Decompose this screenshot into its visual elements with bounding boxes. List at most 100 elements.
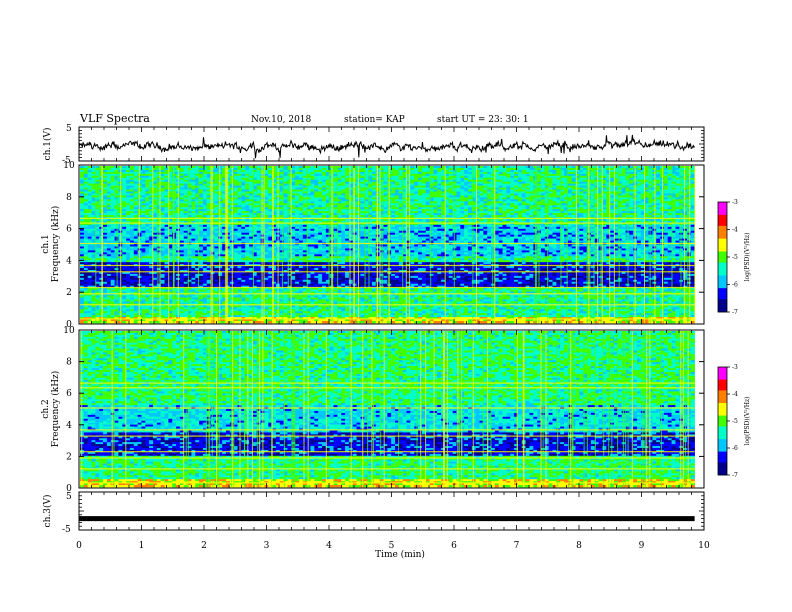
ch1-colorbar-tick-label: -5 <box>732 254 738 261</box>
ch2-colorbar-swatch <box>718 439 727 442</box>
ch1-colorbar-tick-label: -4 <box>732 227 738 234</box>
ch3-ytick-5: 5 <box>66 492 72 502</box>
ch1-colorbar-swatch <box>718 255 727 258</box>
ch2-spectrogram-streak <box>243 331 245 487</box>
ch1-colorbar-label: log(PSD)(V²/Hz) <box>744 233 751 282</box>
ch1-colorbar-swatch <box>718 266 727 269</box>
ch2-spectrogram-streak <box>284 331 286 487</box>
ch1-spectrogram-streak <box>654 166 656 323</box>
ch2-spectrogram-streak <box>259 331 261 487</box>
ch1-ytick-neg5: -5 <box>62 156 71 166</box>
ch1-spectrogram-streak <box>627 166 629 323</box>
x-tick-label: 7 <box>514 541 520 551</box>
ch1-waveform-line <box>78 134 695 159</box>
ch2-spectrogram-streak <box>646 331 648 487</box>
ch2-colorbar-swatch <box>718 457 727 460</box>
ch2-colorbar-swatch <box>718 473 727 476</box>
ch2-spectrogram-streak <box>542 331 544 487</box>
ch1-spectrogram-streak <box>168 166 170 323</box>
ch2-spectrogram-band-line <box>80 407 695 409</box>
ch2-spectrogram-streak <box>271 331 273 487</box>
ch1-spectrogram-streak <box>353 166 355 323</box>
ch2-colorbar-swatch <box>718 435 727 438</box>
ch2-spectrogram-streak <box>594 331 596 487</box>
ch2-spectrogram-streak <box>325 331 327 487</box>
ch1-spectrogram-streak <box>364 166 366 323</box>
ch1-spectrogram-streak <box>649 166 651 323</box>
ch2-colorbar-swatch <box>718 408 727 411</box>
ch1-spectrogram-streak <box>349 166 351 323</box>
ch1-spectrogram-streak <box>680 166 682 323</box>
ch1-colorbar-swatch <box>718 291 727 294</box>
ch2-spectrogram-streak <box>373 331 374 487</box>
ch2-spectrogram-band-line <box>80 457 695 459</box>
ch1-spectrogram-ytick-label: 2 <box>66 288 72 298</box>
ch1-colorbar-swatch <box>718 277 727 280</box>
ch1-spectrogram-streak <box>358 166 359 323</box>
ch2-spectrogram-streak <box>625 331 627 487</box>
ch1-colorbar-swatch <box>718 233 727 236</box>
ch1-spectrogram-streak <box>277 166 279 323</box>
ch1-colorbar-swatch <box>718 279 727 282</box>
ch2-colorbar-swatch <box>718 464 727 467</box>
chart-title: VLF Spectra <box>79 112 150 125</box>
ch2-colorbar-swatch <box>718 446 727 449</box>
ch1-spectrogram-streak <box>227 166 229 323</box>
ch1-spectrogram-ylabel-line1: ch.1 <box>41 234 51 253</box>
ch2-spectrogram-panel: 0 2 4 6 8 10 ch.2 Frequency (kHz) <box>41 326 705 494</box>
ch2-colorbar-swatch <box>718 381 727 384</box>
ch1-colorbar-swatch <box>718 231 727 234</box>
ch1-colorbar-swatch <box>718 236 727 239</box>
ch1-spectrogram-band-line <box>80 318 695 320</box>
ch1-colorbar-swatch <box>718 286 727 289</box>
ch1-spectrogram-streak <box>306 166 308 323</box>
ch1-colorbar-swatch <box>718 284 727 287</box>
ch1-spectrogram-streak <box>290 166 292 323</box>
ch3-waveform-frame <box>78 491 705 531</box>
ch1-spectrogram-streak <box>566 166 568 323</box>
ch2-spectrogram-streak <box>350 331 352 487</box>
ch1-colorbar-swatch <box>718 297 727 300</box>
ch2-spectrogram-streak <box>371 331 373 487</box>
ch2-spectrogram-streak <box>367 331 369 487</box>
ch1-colorbar-swatch <box>718 235 727 238</box>
ch2-spectrogram-streak <box>586 331 588 487</box>
ch1-spectrogram-streak <box>173 166 175 323</box>
ch2-spectrogram-streak <box>271 331 273 487</box>
ch2-spectrogram-ytick-label: 6 <box>66 389 72 399</box>
ch2-spectrogram-ylabel-line2: Frequency (kHz) <box>50 371 61 448</box>
ch2-spectrogram-streak <box>262 331 264 487</box>
ch1-spectrogram-ytick-label: 6 <box>66 225 72 235</box>
ch2-spectrogram-streak <box>205 331 207 487</box>
ch1-spectrogram-streak <box>226 166 227 323</box>
ch2-colorbar-swatch <box>718 458 727 461</box>
ch1-spectrogram-streak <box>593 166 595 323</box>
ch2-spectrogram-streak <box>185 331 187 487</box>
ch2-spectrogram-band-line <box>80 451 695 453</box>
ch1-colorbar-swatch <box>718 251 727 254</box>
x-tick-label: 5 <box>389 541 395 551</box>
ch1-spectrogram-streak <box>101 166 103 323</box>
ch1-spectrogram-streak <box>634 166 636 323</box>
ch2-spectrogram-streak <box>523 331 525 487</box>
ch1-colorbar-swatch <box>718 224 727 227</box>
ch2-spectrogram-streak <box>458 331 460 487</box>
ch2-spectrogram-streak <box>522 331 524 487</box>
ch2-spectrogram-streak <box>482 331 484 487</box>
ch2-spectrogram-streak <box>608 331 610 487</box>
ch2-spectrogram-streak <box>208 331 210 487</box>
ch2-spectrogram-band-line <box>80 429 695 431</box>
ch2-spectrogram-streak <box>216 331 217 487</box>
ch2-spectrogram-ytick-label: 8 <box>66 358 72 368</box>
ch2-spectrogram-streak <box>611 331 613 487</box>
ch1-colorbar-swatch <box>718 229 727 232</box>
ch2-spectrogram-streak <box>216 331 218 487</box>
ch1-spectrogram-streak <box>95 166 97 323</box>
ch2-colorbar-swatch <box>718 428 727 431</box>
ch1-colorbar-swatch <box>718 269 727 272</box>
ch1-colorbar-swatch <box>718 211 727 214</box>
ch2-spectrogram-ylabel-line1: ch.2 <box>41 399 51 418</box>
ch2-colorbar-swatch <box>718 397 727 400</box>
ch2-colorbar-swatch <box>718 433 727 436</box>
ch1-waveform-frame <box>78 126 705 162</box>
